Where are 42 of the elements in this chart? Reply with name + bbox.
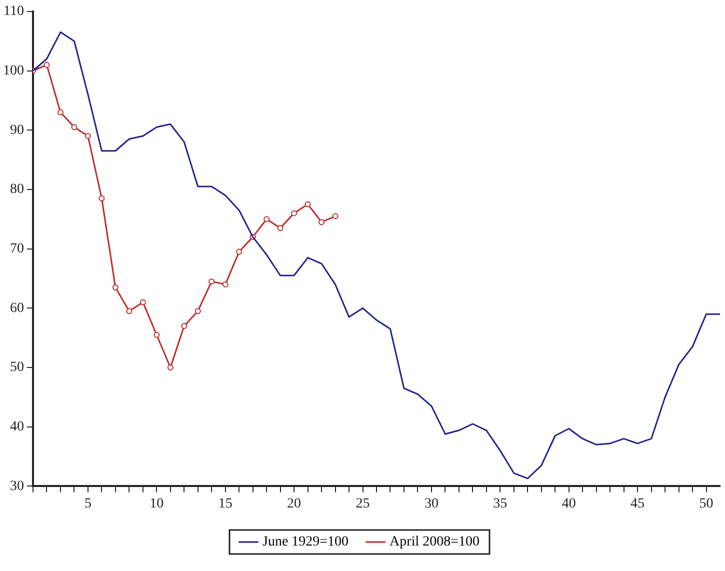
y-tick-label: 110 [4, 4, 24, 20]
x-tick-label: 35 [493, 496, 508, 512]
y-tick-label: 70 [10, 241, 24, 256]
y-tick-label: 90 [10, 122, 24, 138]
legend-label: April 2008=100 [390, 534, 480, 550]
x-tick-label: 30 [424, 496, 438, 512]
x-tick-label: 5 [84, 496, 92, 512]
x-tick-label: 20 [287, 496, 302, 512]
point [154, 332, 160, 338]
legend-label: June 1929=100 [262, 534, 349, 550]
y-tick-label: 60 [10, 300, 24, 316]
point [181, 322, 188, 329]
point [84, 133, 91, 140]
point [140, 299, 146, 306]
y-tick-label: 50 [10, 360, 24, 376]
point [291, 210, 298, 216]
point [332, 213, 338, 220]
point [167, 364, 174, 370]
point [57, 109, 64, 116]
point [277, 225, 284, 232]
x-tick-label: 10 [150, 496, 164, 512]
x-tick-label: 50 [699, 496, 714, 512]
point [264, 216, 270, 222]
point [194, 308, 201, 314]
y-tick-label: 30 [10, 478, 24, 494]
x-tick-label: 25 [356, 496, 370, 512]
point [208, 278, 215, 284]
point [44, 62, 50, 68]
point [304, 201, 311, 208]
y-tick-label: 100 [3, 63, 24, 78]
point [71, 124, 78, 130]
point [112, 284, 118, 290]
point [236, 248, 242, 255]
x-tick-label: 45 [630, 496, 645, 512]
y-tick-label: 80 [10, 182, 24, 198]
point [222, 281, 228, 288]
x-tick-label: 15 [218, 496, 232, 512]
point [126, 308, 132, 314]
y-tick-label: 40 [10, 420, 24, 435]
point [318, 219, 325, 226]
point [98, 195, 105, 202]
x-tick-label: 40 [562, 496, 576, 512]
